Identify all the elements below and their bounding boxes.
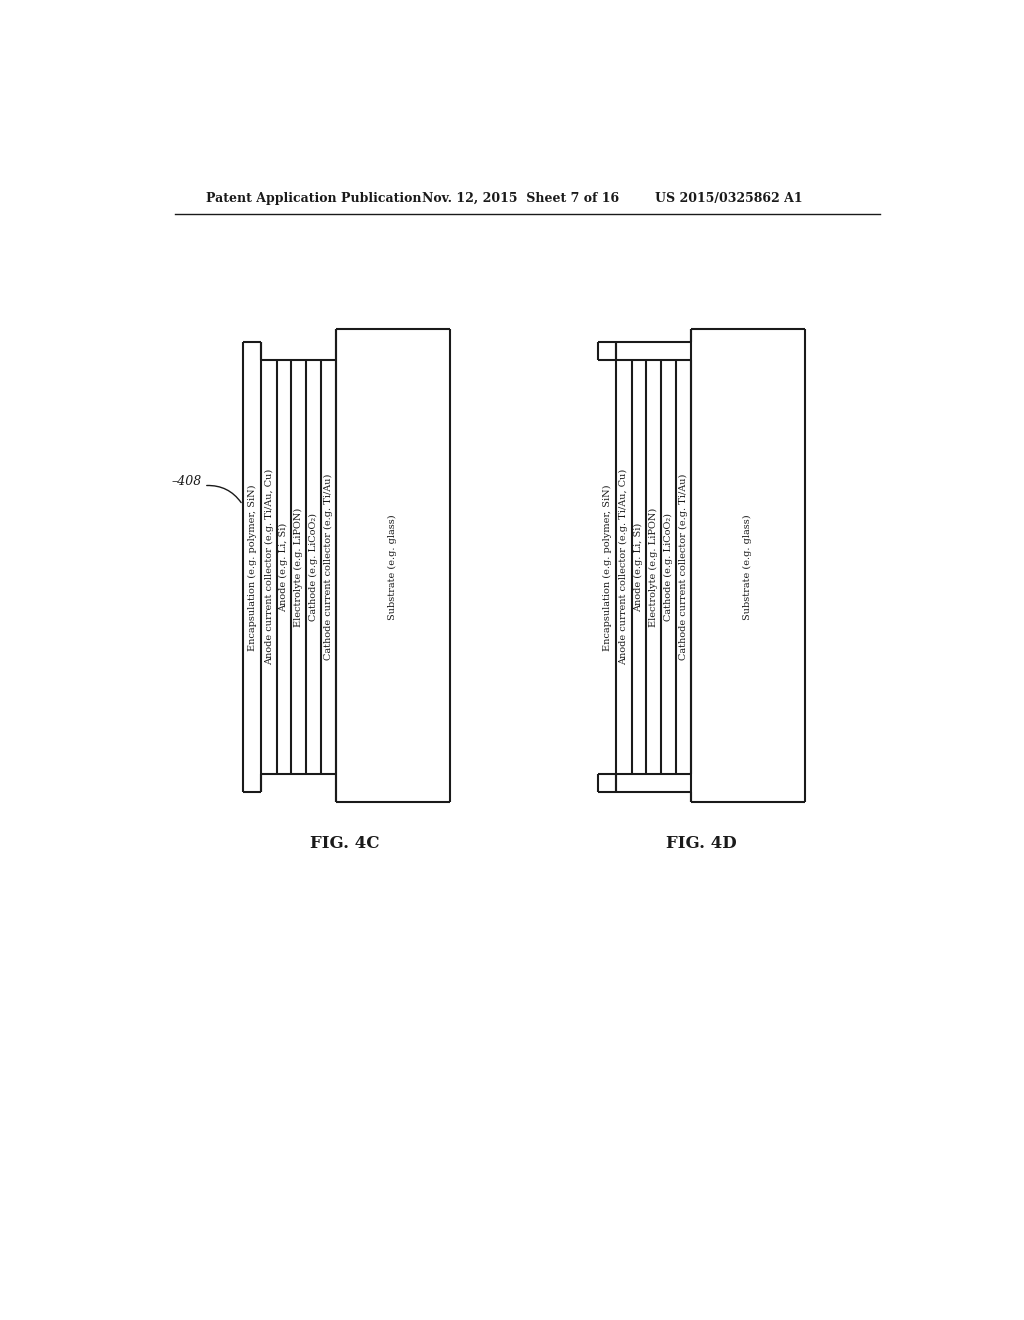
Text: Cathode (e.g. LiCoO₂): Cathode (e.g. LiCoO₂)	[309, 513, 318, 622]
Text: Anode current collector (e.g. Ti/Au, Cu): Anode current collector (e.g. Ti/Au, Cu)	[264, 469, 273, 665]
Text: US 2015/0325862 A1: US 2015/0325862 A1	[655, 191, 803, 205]
Text: Cathode current collector (e.g. Ti/Au): Cathode current collector (e.g. Ti/Au)	[679, 474, 688, 660]
Text: Anode (e.g. Li, Si): Anode (e.g. Li, Si)	[280, 523, 289, 612]
Text: Nov. 12, 2015  Sheet 7 of 16: Nov. 12, 2015 Sheet 7 of 16	[423, 191, 620, 205]
Text: Anode current collector (e.g. Ti/Au, Cu): Anode current collector (e.g. Ti/Au, Cu)	[620, 469, 629, 665]
Text: Anode (e.g. Li, Si): Anode (e.g. Li, Si)	[634, 523, 643, 612]
Text: Substrate (e.g. glass): Substrate (e.g. glass)	[388, 515, 397, 620]
Text: –408: –408	[171, 475, 202, 488]
Text: Electrolyte (e.g. LiPON): Electrolyte (e.g. LiPON)	[294, 508, 303, 627]
Text: Encapsulation (e.g. polymer, SiN): Encapsulation (e.g. polymer, SiN)	[602, 484, 611, 651]
Text: Electrolyte (e.g. LiPON): Electrolyte (e.g. LiPON)	[649, 508, 658, 627]
Text: FIG. 4C: FIG. 4C	[310, 836, 380, 853]
Text: Cathode current collector (e.g. Ti/Au): Cathode current collector (e.g. Ti/Au)	[324, 474, 333, 660]
Text: FIG. 4D: FIG. 4D	[667, 836, 737, 853]
Text: Encapsulation (e.g. polymer, SiN): Encapsulation (e.g. polymer, SiN)	[248, 484, 257, 651]
Text: Patent Application Publication: Patent Application Publication	[206, 191, 421, 205]
Text: Substrate (e.g. glass): Substrate (e.g. glass)	[743, 515, 753, 620]
Text: Cathode (e.g. LiCoO₂): Cathode (e.g. LiCoO₂)	[664, 513, 673, 622]
